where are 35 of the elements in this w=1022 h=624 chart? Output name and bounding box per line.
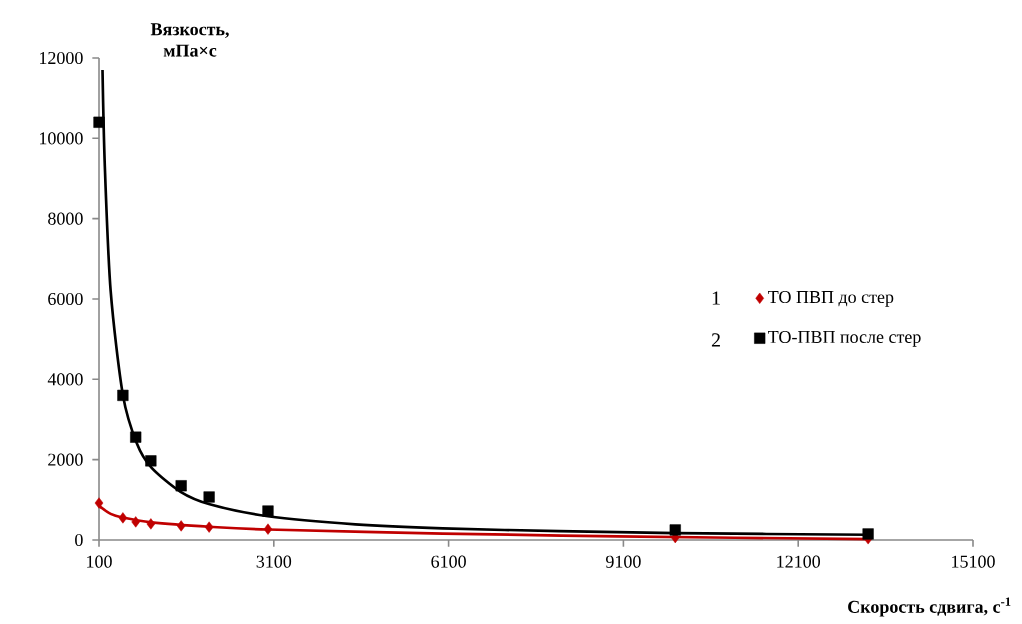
- y-tick-label: 4000: [47, 373, 83, 386]
- point: [263, 523, 273, 535]
- y-tick-label: 10000: [40, 132, 83, 145]
- point: [176, 520, 186, 532]
- x-tick-label: 6100: [431, 555, 466, 568]
- point: [94, 497, 104, 509]
- point: [203, 491, 215, 503]
- y-tick-label: 8000: [48, 212, 83, 225]
- point: [262, 505, 274, 517]
- point: [117, 389, 129, 401]
- point: [93, 116, 105, 128]
- x-tick-label: 9100: [605, 555, 641, 568]
- x-tick-label: 100: [87, 555, 112, 568]
- y-tick-label: 6000: [48, 292, 83, 306]
- legend-label: ТО-ПВП после стер: [768, 330, 921, 347]
- y-tick-label: 12000: [40, 51, 83, 65]
- point: [175, 480, 187, 492]
- point: [130, 431, 142, 443]
- y-tick-label: 0: [75, 533, 83, 547]
- point: [145, 455, 157, 467]
- x-axis-title: Скорость сдвига, с$^{-1}$: [848, 597, 1011, 617]
- x-tick-label: 3100: [256, 555, 292, 568]
- point: [669, 524, 681, 536]
- x-tick-label: 12100: [777, 555, 821, 568]
- legend-label: ТО ПВП до стер: [768, 290, 894, 307]
- point: [862, 528, 874, 540]
- y-axis-title: Вязкость, мПа×с: [150, 23, 229, 57]
- annotation: 1: [712, 291, 720, 305]
- point: [204, 521, 214, 533]
- x-tick-label: 15100: [952, 555, 995, 568]
- point: [118, 512, 128, 524]
- annotation: 2: [711, 333, 720, 347]
- point: [146, 518, 156, 530]
- point: [131, 516, 140, 528]
- y-tick-label: 2000: [48, 453, 83, 466]
